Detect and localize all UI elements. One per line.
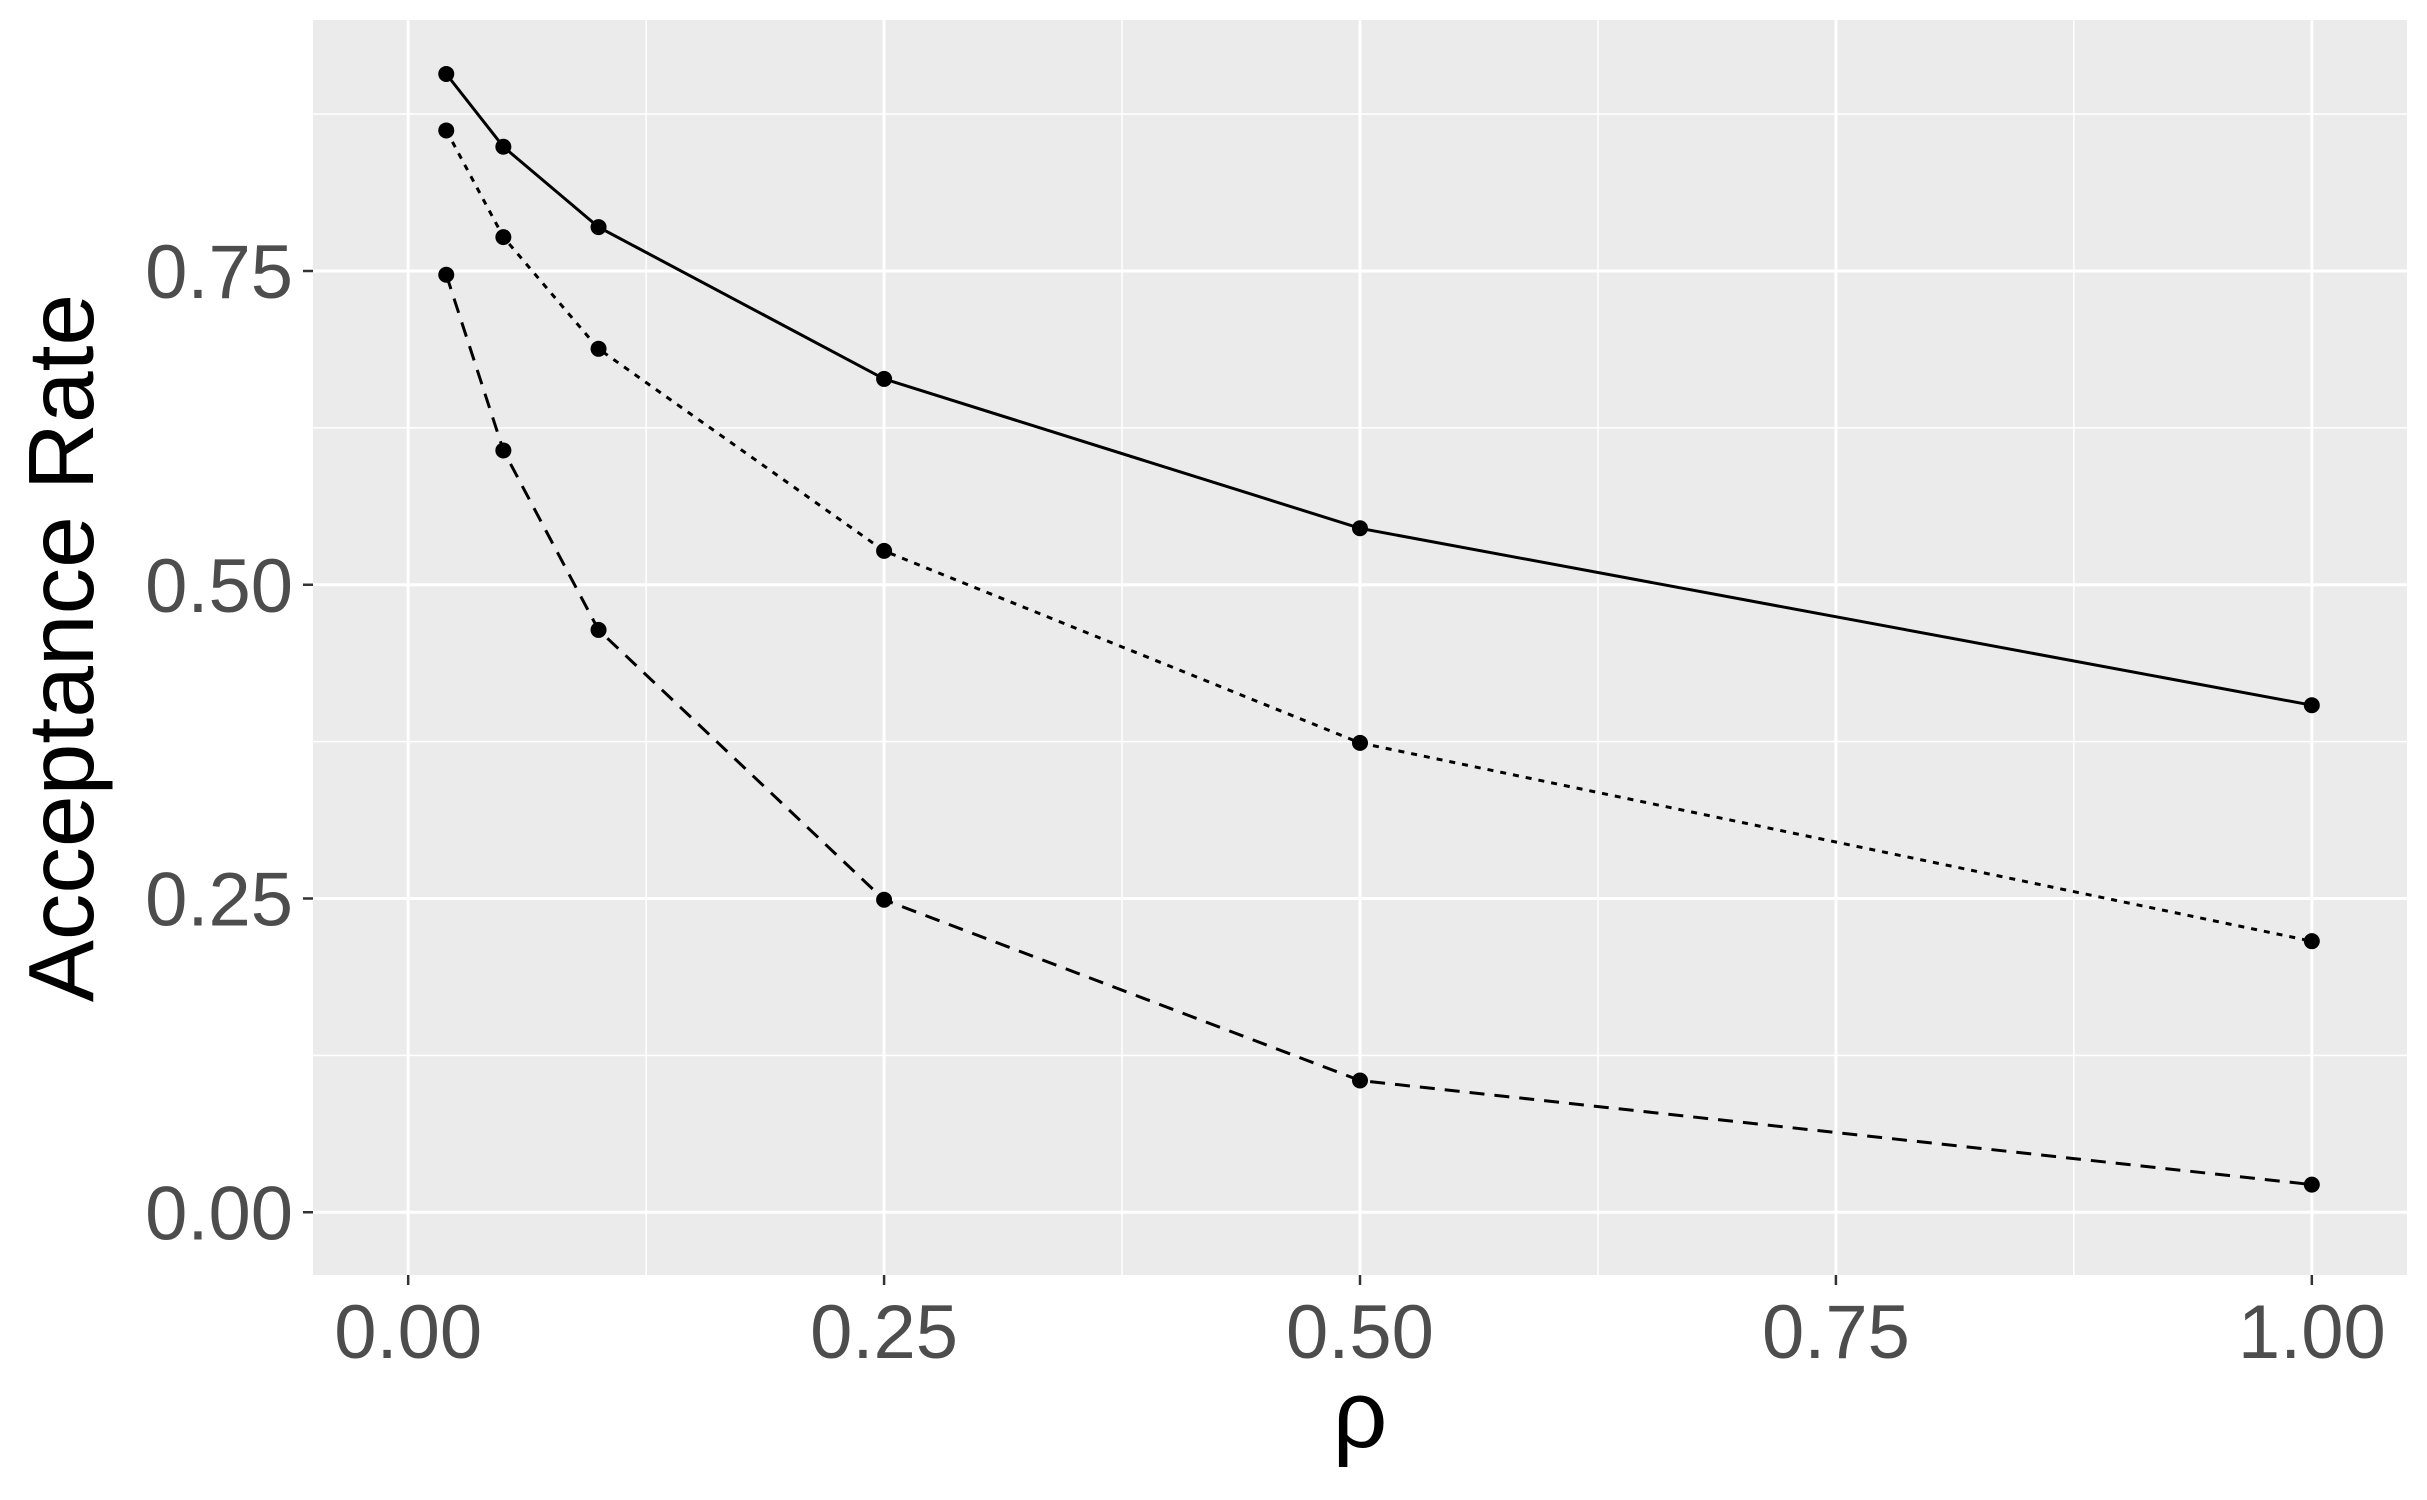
x-tick-label: 0.00 <box>334 1290 482 1375</box>
data-point-solid <box>438 65 455 82</box>
series-line-solid <box>445 73 2313 707</box>
x-tick-label: 1.00 <box>2238 1290 2386 1375</box>
data-point-dashed <box>590 621 607 638</box>
data-point-dashed <box>2303 1176 2320 1193</box>
y-axis-title: Acceptance Rate <box>9 294 113 1002</box>
y-tick-label: 0.75 <box>145 230 293 315</box>
points-layer <box>438 65 2320 1193</box>
x-tick-label: 0.75 <box>1762 1290 1910 1375</box>
x-axis: 0.00 0.25 0.50 0.75 1.00 <box>334 1275 2386 1375</box>
data-point-solid <box>590 219 607 236</box>
data-point-dotted <box>2303 933 2320 950</box>
y-tick-label: 0.00 <box>145 1171 293 1256</box>
data-point-solid <box>495 138 512 155</box>
data-point-dashed <box>876 891 893 908</box>
data-point-dashed <box>495 442 512 459</box>
y-tick-label: 0.25 <box>145 858 293 943</box>
data-point-dashed <box>438 266 455 283</box>
data-point-dotted <box>1352 734 1368 751</box>
data-point-solid <box>1352 520 1368 537</box>
data-point-solid <box>876 370 893 387</box>
x-tick-label: 0.25 <box>810 1290 958 1375</box>
major-gridlines <box>313 20 2407 1275</box>
data-point-solid <box>2303 697 2320 714</box>
data-point-dotted <box>495 229 512 246</box>
series-layer <box>444 73 2313 1187</box>
series-line-dotted <box>444 129 2313 943</box>
data-point-dotted <box>876 542 893 559</box>
y-axis: 0.00 0.25 0.50 0.75 <box>145 230 313 1256</box>
x-tick-label: 0.50 <box>1286 1290 1434 1375</box>
data-point-dotted <box>590 340 607 357</box>
x-axis-title: ρ <box>1333 1361 1388 1468</box>
data-point-dashed <box>1352 1072 1368 1089</box>
data-point-dotted <box>438 122 455 139</box>
y-tick-label: 0.50 <box>145 544 293 629</box>
series-line-dashed <box>444 274 2312 1187</box>
